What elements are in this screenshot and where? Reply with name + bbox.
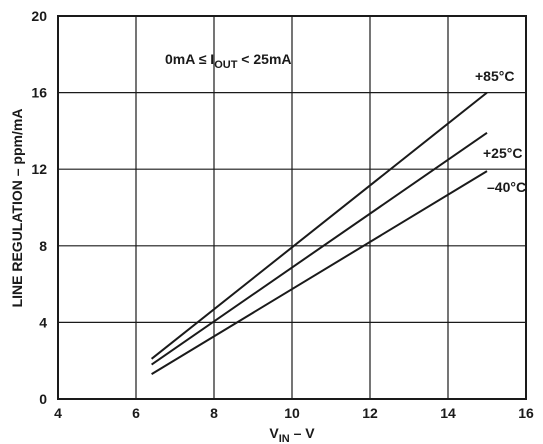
y-tick-label: 0 xyxy=(39,391,47,407)
grid-lines xyxy=(58,16,526,399)
y-tick-label: 8 xyxy=(39,238,47,254)
series-label: –40°C xyxy=(487,179,526,195)
x-axis-label: VIN – V xyxy=(269,425,315,444)
x-tick-label: 10 xyxy=(284,405,300,421)
x-tick-label: 8 xyxy=(210,405,218,421)
series-line xyxy=(151,131,488,366)
x-tick-label: 14 xyxy=(440,405,456,421)
x-tick-labels: 4 6 8 10 12 14 16 xyxy=(54,405,534,421)
y-tick-label: 4 xyxy=(39,314,47,330)
series-line xyxy=(151,170,488,375)
series-label: +25°C xyxy=(483,145,522,161)
x-tick-label: 16 xyxy=(518,405,534,421)
y-tick-labels: 0 4 8 12 16 20 xyxy=(31,8,47,407)
series-line xyxy=(150,91,488,360)
y-tick-label: 12 xyxy=(31,161,47,177)
plot-frame xyxy=(57,15,527,400)
series-lines xyxy=(150,91,488,375)
series-label: +85°C xyxy=(475,68,514,84)
y-tick-label: 20 xyxy=(31,8,47,24)
x-tick-label: 12 xyxy=(362,405,378,421)
series-labels: +85°C +25°C –40°C xyxy=(475,68,526,195)
y-axis-label: LINE REGULATION – ppm/mA xyxy=(9,109,25,308)
x-tick-label: 6 xyxy=(132,405,140,421)
condition-annotation: 0mA ≤ IOUT < 25mA xyxy=(165,51,292,71)
y-tick-label: 16 xyxy=(31,85,47,101)
x-tick-label: 4 xyxy=(54,405,62,421)
